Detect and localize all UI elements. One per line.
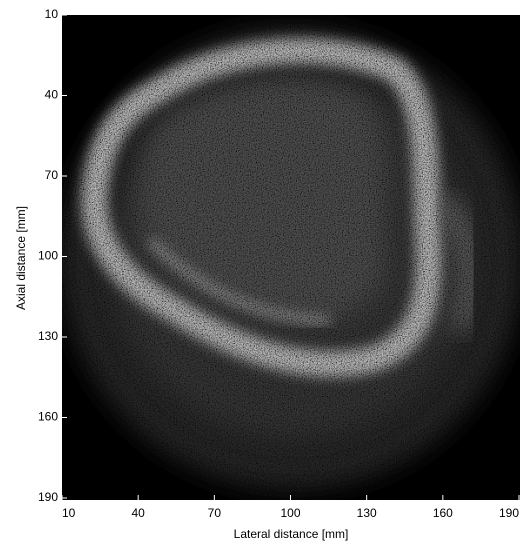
x-tick-label: 100	[280, 506, 300, 520]
x-tick-label: 40	[131, 506, 145, 520]
x-tick-label: 10	[62, 506, 76, 520]
x-tick-label: 160	[433, 506, 453, 520]
y-tick-label: 70	[45, 168, 59, 182]
y-tick-label: 160	[38, 410, 58, 424]
y-tick-label: 10	[45, 7, 59, 21]
y-tick-label: 190	[38, 490, 58, 504]
x-axis-label: Lateral distance [mm]	[234, 527, 349, 541]
x-tick-label: 130	[357, 506, 377, 520]
x-tick-label: 190	[499, 506, 519, 520]
y-tick-label: 100	[38, 249, 58, 263]
x-tick-label: 70	[208, 506, 222, 520]
ultrasound-image	[62, 15, 520, 500]
y-tick-label: 130	[38, 329, 58, 343]
y-tick-label: 40	[45, 88, 59, 102]
y-axis-label: Axial distance [mm]	[14, 206, 28, 310]
